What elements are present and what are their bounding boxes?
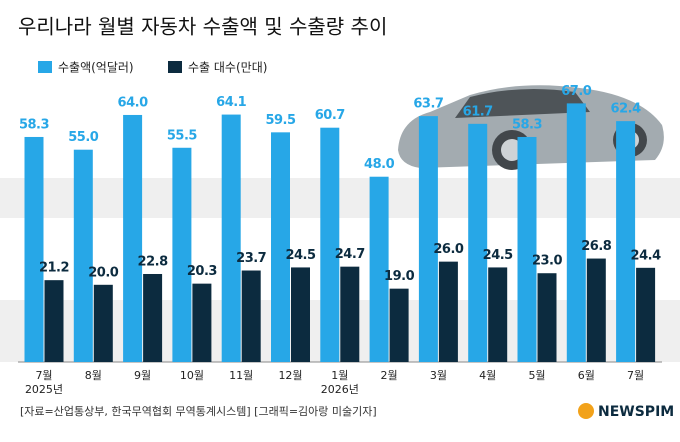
x-tick-label: 9월 [134, 369, 151, 382]
value-label: 67.0 [561, 84, 592, 99]
value-label: 26.8 [581, 239, 612, 254]
value-label: 23.7 [236, 251, 267, 266]
legend-label: 수출액(억달러) [58, 61, 134, 75]
x-tick-label: 7월 [35, 369, 52, 382]
x-tick-label: 12월 [278, 369, 302, 382]
x-tick-label: 8월 [85, 369, 102, 382]
bar [24, 136, 44, 362]
bar [291, 267, 310, 362]
value-label: 48.0 [364, 157, 395, 172]
value-label: 58.3 [512, 117, 543, 132]
x-tick-label: 10월 [180, 369, 204, 382]
band [0, 300, 680, 362]
bar [271, 132, 290, 362]
bar [616, 121, 636, 362]
value-label: 20.3 [187, 264, 218, 279]
bar [418, 116, 438, 362]
value-label: 63.7 [413, 97, 444, 112]
x-tick-label: 2월 [381, 369, 398, 382]
bar [517, 136, 537, 362]
bar [340, 266, 360, 362]
value-label: 64.1 [216, 95, 247, 110]
value-label: 19.0 [384, 269, 415, 284]
x-tick-label: 11월 [229, 369, 253, 382]
bar [389, 288, 409, 362]
value-label: 55.5 [167, 128, 198, 143]
value-label: 64.0 [118, 95, 149, 110]
bar [172, 147, 192, 362]
value-label: 61.7 [463, 104, 494, 119]
bar [537, 273, 557, 362]
value-label: 58.3 [19, 117, 50, 132]
x-tick-sublabel: 2026년 [321, 383, 359, 396]
bar [73, 149, 93, 362]
value-label: 20.0 [88, 265, 119, 280]
bar [44, 280, 64, 362]
bar [468, 123, 488, 362]
bar [369, 176, 389, 362]
x-tick-sublabel: 2025년 [25, 383, 63, 396]
bar [586, 258, 606, 362]
value-label: 55.0 [68, 130, 99, 145]
x-tick-label: 1월 [331, 369, 348, 382]
bar [636, 267, 656, 362]
legend-swatch [168, 61, 182, 73]
band [0, 178, 680, 218]
value-label: 24.5 [285, 248, 316, 263]
value-label: 24.5 [483, 248, 514, 263]
bar [143, 273, 163, 362]
value-label: 60.7 [315, 108, 346, 123]
x-tick-label: 6월 [578, 369, 595, 382]
value-label: 24.7 [335, 247, 366, 262]
bar [566, 103, 586, 362]
value-label: 22.8 [138, 254, 169, 269]
value-label: 23.0 [532, 254, 563, 269]
value-label: 24.4 [631, 248, 662, 263]
value-label: 21.2 [39, 261, 69, 276]
legend-swatch [38, 61, 52, 73]
source: [자료=산업통상부, 한국무역협회 무역통계시스템] [그래픽=김아랑 미술기자… [20, 405, 377, 418]
bar [488, 267, 508, 362]
bar [320, 127, 340, 362]
value-label: 62.4 [611, 102, 642, 117]
bar [438, 261, 458, 362]
x-tick-label: 4월 [479, 369, 496, 382]
bar [123, 114, 143, 363]
x-tick-label: 3월 [430, 369, 447, 382]
legend-label: 수출 대수(만대) [188, 61, 267, 75]
value-label: 59.5 [265, 113, 296, 128]
bar [93, 284, 113, 362]
logo-icon [578, 403, 594, 419]
x-tick-label: 7월 [627, 369, 644, 382]
bar [221, 114, 241, 362]
bar [192, 283, 212, 362]
chart-title: 우리나라 월별 자동차 수출액 및 수출량 추이 [18, 15, 387, 39]
bar [241, 270, 261, 362]
logo: NEWSPIM [598, 404, 674, 420]
x-tick-label: 5월 [528, 369, 545, 382]
value-label: 26.0 [433, 242, 464, 257]
